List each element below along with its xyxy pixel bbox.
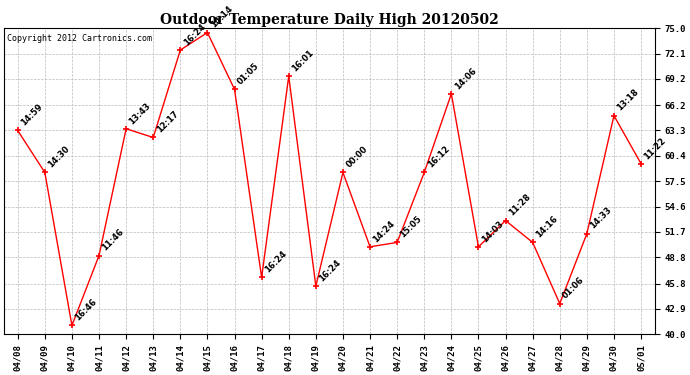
Text: 16:46: 16:46 bbox=[73, 297, 99, 323]
Text: 00:00: 00:00 bbox=[344, 145, 369, 170]
Text: 14:06: 14:06 bbox=[453, 66, 478, 91]
Text: 12:17: 12:17 bbox=[155, 110, 180, 135]
Text: 01:05: 01:05 bbox=[236, 62, 261, 87]
Text: Copyright 2012 Cartronics.com: Copyright 2012 Cartronics.com bbox=[8, 34, 152, 43]
Text: 16:24: 16:24 bbox=[317, 258, 343, 284]
Text: 14:14: 14:14 bbox=[209, 4, 234, 30]
Text: 14:30: 14:30 bbox=[46, 144, 71, 170]
Text: 13:43: 13:43 bbox=[128, 101, 152, 126]
Text: 16:12: 16:12 bbox=[426, 144, 451, 170]
Text: 11:22: 11:22 bbox=[642, 136, 668, 161]
Text: 15:05: 15:05 bbox=[399, 214, 424, 240]
Title: Outdoor Temperature Daily High 20120502: Outdoor Temperature Daily High 20120502 bbox=[160, 13, 499, 27]
Text: 14:33: 14:33 bbox=[589, 206, 613, 231]
Text: 13:18: 13:18 bbox=[615, 88, 640, 113]
Text: 14:03: 14:03 bbox=[480, 219, 505, 244]
Text: 14:16: 14:16 bbox=[534, 214, 560, 240]
Text: 11:28: 11:28 bbox=[507, 192, 532, 218]
Text: 14:24: 14:24 bbox=[371, 219, 397, 244]
Text: 16:24: 16:24 bbox=[263, 249, 288, 274]
Text: 16:24: 16:24 bbox=[181, 22, 207, 47]
Text: 16:01: 16:01 bbox=[290, 48, 315, 74]
Text: 14:59: 14:59 bbox=[19, 102, 44, 128]
Text: 11:46: 11:46 bbox=[101, 227, 126, 253]
Text: 01:06: 01:06 bbox=[561, 276, 586, 301]
